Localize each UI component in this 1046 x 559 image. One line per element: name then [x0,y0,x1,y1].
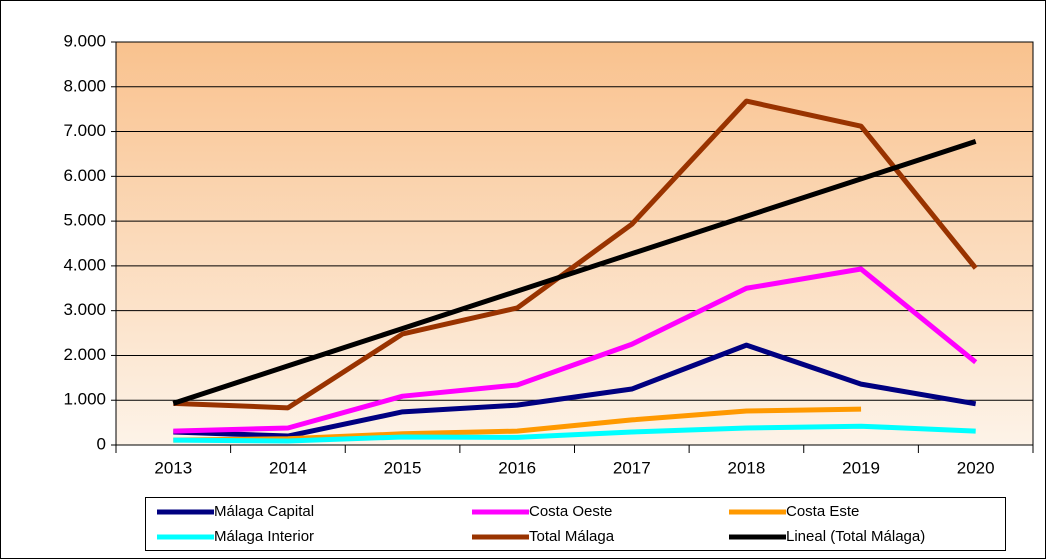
y-tick-label: 6.000 [63,166,106,185]
y-tick-label: 5.000 [63,211,106,230]
x-tick-label: 2018 [728,458,766,477]
legend-label: Lineal (Total Málaga) [786,528,925,545]
y-tick-label: 0 [97,434,106,453]
x-tick-label: 2020 [957,458,995,477]
plot-border [115,41,1034,446]
legend-label: Costa Este [786,503,859,520]
y-tick-label: 7.000 [63,121,106,140]
x-tick-label: 2015 [384,458,422,477]
legend-label: Málaga Capital [214,503,314,520]
y-tick-label: 4.000 [63,255,106,274]
y-tick-label: 1.000 [63,390,106,409]
series-line [172,139,977,406]
x-tick-label: 2013 [154,458,192,477]
series-line [173,98,978,411]
series-line [173,423,976,444]
plot-area [116,42,1033,445]
legend-label: Málaga Interior [214,528,314,545]
series-line [173,342,977,439]
x-tick-label: 2014 [269,458,307,477]
x-tick-label: 2017 [613,458,651,477]
y-tick-label: 8.000 [63,76,106,95]
legend [145,497,1006,551]
series-line [173,266,978,434]
legend-label: Costa Oeste [529,503,612,520]
y-tick-label: 2.000 [63,345,106,364]
y-tick-label: 3.000 [63,300,106,319]
y-tick-label: 9.000 [63,31,106,50]
x-tick-label: 2019 [842,458,880,477]
x-tick-label: 2016 [498,458,536,477]
legend-label: Total Málaga [529,528,615,545]
